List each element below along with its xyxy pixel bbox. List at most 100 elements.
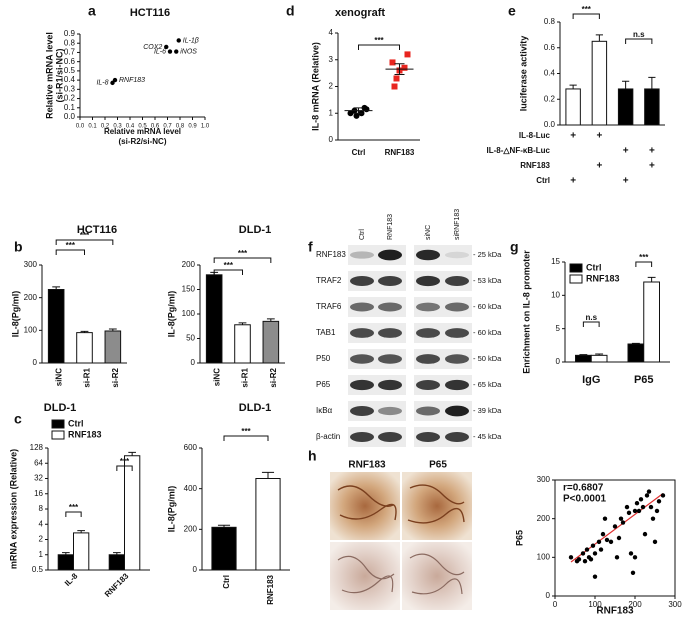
data-point	[638, 497, 644, 502]
y-tick-label: 2	[329, 82, 334, 91]
data-point	[626, 510, 632, 516]
ihc-image	[402, 542, 472, 610]
x-axis-label: RNF183	[596, 606, 634, 617]
point-label: IL-8	[96, 80, 108, 87]
condition-label: IL-8-Luc	[519, 131, 551, 140]
significance-label: n.s	[633, 30, 645, 39]
y-tick-label: 0.6	[64, 57, 76, 66]
data-point	[401, 64, 408, 71]
blot-band	[416, 406, 440, 416]
bar	[108, 554, 125, 571]
bar	[211, 526, 237, 571]
chart-title: DLD-1	[239, 402, 271, 414]
size-label: - 25 kDa	[473, 250, 502, 259]
error-bar	[579, 354, 588, 356]
significance-bracket	[625, 38, 653, 44]
protein-label: RNF183	[316, 250, 346, 259]
y-tick-label: 50	[186, 334, 195, 343]
bar	[575, 354, 592, 363]
blot-band	[445, 328, 469, 338]
error-bar	[595, 353, 604, 356]
condition-mark: +	[623, 146, 629, 157]
data-point	[592, 574, 598, 579]
bar	[255, 478, 281, 571]
data-point	[363, 106, 370, 113]
legend-label: RNF183	[586, 273, 620, 283]
data-point	[652, 539, 658, 545]
significance-label: ***	[120, 457, 130, 466]
bar	[617, 88, 634, 126]
point-label: RNF183	[119, 77, 145, 84]
y-axis-label: Relative mRNA level	[44, 32, 54, 119]
annotation: r=0.6807	[563, 483, 604, 494]
x-tick-label: 1.0	[201, 124, 210, 130]
data-point	[616, 535, 622, 541]
blot-band	[445, 405, 469, 417]
data-point	[598, 547, 604, 552]
data-point	[646, 489, 652, 494]
error-bar	[217, 524, 231, 528]
x-tick-label: RNF183	[266, 574, 275, 604]
y-tick-label: 4	[329, 28, 334, 37]
data-point	[624, 504, 630, 510]
y-tick-label: 5	[556, 324, 561, 333]
blot-band	[445, 276, 469, 286]
y-tick-label: 1	[39, 550, 44, 559]
condition-mark: +	[570, 131, 576, 142]
data-point	[167, 49, 173, 54]
blot-strip	[348, 349, 406, 369]
data-point	[582, 559, 588, 564]
y-axis-label: IL-8(Pg/ml)	[10, 291, 20, 338]
chart-title: DLD-1	[44, 402, 76, 414]
x-tick-label: si-R1	[83, 367, 92, 387]
significance-bracket	[223, 435, 269, 441]
x-tick-label: 0.9	[188, 124, 197, 130]
data-point	[644, 493, 650, 498]
histology-label: P65	[429, 460, 447, 471]
legend-label: Ctrl	[68, 418, 84, 428]
y-tick-label: 0.4	[64, 75, 76, 84]
x-tick-label: si-R1	[241, 367, 250, 387]
y-tick-label: 0.6	[544, 43, 556, 52]
panel-letter: b	[14, 239, 23, 255]
y-axis-label: mRNA expression (Relative)	[8, 449, 18, 569]
x-tick-label: siNC	[54, 368, 63, 386]
blot-strip	[348, 323, 406, 343]
data-point	[632, 555, 638, 560]
y-axis-label: luciferase activity	[518, 36, 528, 112]
blot-band	[445, 354, 469, 364]
bar	[205, 274, 223, 364]
blot-strip	[414, 427, 472, 447]
bar	[627, 343, 645, 363]
panel-letter: d	[286, 3, 295, 19]
panel-letter: a	[88, 3, 96, 19]
y-tick-label: 600	[184, 443, 198, 452]
size-label: - 65 kDa	[473, 380, 502, 389]
legend-swatch	[51, 430, 65, 440]
error-bar	[394, 63, 405, 75]
data-point	[630, 570, 636, 575]
significance-label: ***	[69, 503, 79, 512]
data-point	[353, 112, 360, 119]
size-label: - 60 kDa	[473, 302, 502, 311]
error-bar	[261, 471, 275, 479]
x-tick-label: RNF183	[103, 571, 131, 599]
x-tick-label: Ctrl	[352, 148, 366, 157]
lane-label: siRNF183	[454, 209, 461, 240]
size-label: - 39 kDa	[473, 406, 502, 415]
y-tick-label: 0	[193, 565, 198, 574]
y-tick-label: 0.2	[64, 94, 76, 103]
y-tick-label: 0.9	[64, 29, 76, 38]
data-point	[640, 504, 646, 510]
y-tick-label: 0	[556, 357, 561, 366]
y-tick-label: 150	[182, 285, 196, 294]
size-label: - 53 kDa	[473, 276, 502, 285]
condition-label: IL-8-△NF-κB-Luc	[487, 146, 551, 155]
blot-band	[350, 406, 374, 416]
blot-band	[350, 354, 374, 364]
y-axis-label: Enrichment on IL-8 promoter	[521, 250, 531, 374]
protein-label: IκBα	[316, 406, 333, 415]
y-axis-label: IL-8(Pg/ml)	[166, 291, 176, 338]
data-point	[590, 543, 596, 548]
significance-bracket	[65, 511, 82, 517]
